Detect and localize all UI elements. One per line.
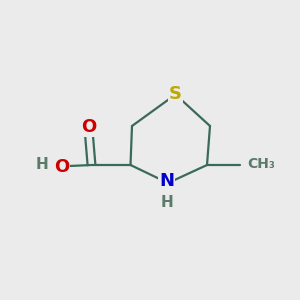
Text: H: H (160, 195, 173, 210)
Text: CH₃: CH₃ (248, 157, 275, 170)
Text: H: H (36, 157, 48, 172)
Text: O: O (81, 118, 96, 136)
Text: N: N (159, 172, 174, 190)
Text: S: S (169, 85, 182, 103)
Text: O: O (54, 158, 69, 175)
